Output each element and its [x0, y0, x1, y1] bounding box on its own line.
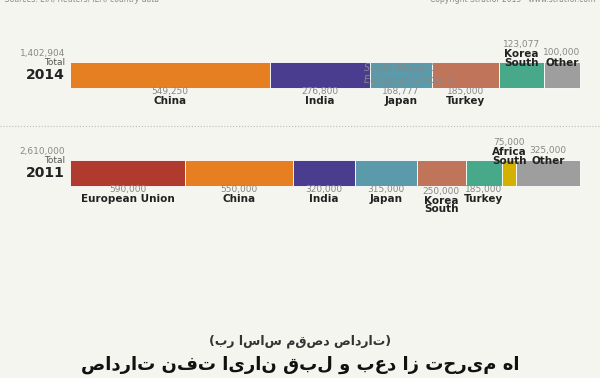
Bar [517, 160, 580, 186]
Bar [269, 62, 370, 88]
Bar [431, 62, 499, 88]
Text: 1,402,904: 1,402,904 [20, 49, 65, 58]
Text: Total: Total [44, 156, 65, 165]
Text: 250,000: 250,000 [423, 187, 460, 196]
Bar [466, 160, 502, 186]
Bar [544, 62, 580, 88]
Text: 75,000: 75,000 [493, 138, 525, 147]
Text: Total: Total [44, 58, 65, 67]
Text: European Union: 0: European Union: 0 [364, 75, 455, 85]
Text: Sources: EIA; Reuters; IEA; country data: Sources: EIA; Reuters; IEA; country data [5, 0, 159, 4]
Text: 123,077: 123,077 [503, 40, 540, 49]
Bar [370, 62, 431, 88]
Text: 315,000: 315,000 [367, 185, 404, 194]
Text: South: South [424, 204, 458, 214]
Text: Japan: Japan [370, 194, 403, 204]
Text: 590,000: 590,000 [109, 185, 146, 194]
Text: 185,000: 185,000 [446, 87, 484, 96]
Text: South Africa: 0: South Africa: 0 [364, 63, 436, 73]
Bar [417, 160, 466, 186]
Text: 168,777: 168,777 [382, 87, 419, 96]
Text: Copyright Stratfor 2015   www.stratfor.com: Copyright Stratfor 2015 www.stratfor.com [430, 0, 595, 4]
Bar [70, 62, 269, 88]
Text: Other: Other [545, 58, 578, 68]
Text: 320,000: 320,000 [305, 185, 343, 194]
Text: 550,000: 550,000 [220, 185, 257, 194]
Text: 100,000: 100,000 [543, 48, 580, 57]
Bar [293, 160, 355, 186]
Bar [502, 160, 517, 186]
Text: China: China [153, 96, 187, 106]
Text: 2014: 2014 [26, 68, 65, 82]
Bar [185, 160, 293, 186]
Text: Turkey: Turkey [464, 194, 503, 204]
Text: 325,000: 325,000 [530, 146, 567, 155]
Text: South: South [492, 156, 526, 166]
Text: 549,250: 549,250 [151, 87, 188, 96]
Text: Other: Other [532, 156, 565, 166]
Text: صادرات نفت ایران قبل و بعد از تحریم ها: صادرات نفت ایران قبل و بعد از تحریم ها [81, 356, 519, 374]
Text: Japan: Japan [385, 96, 418, 106]
Text: European Union: European Union [81, 194, 175, 204]
Bar [70, 160, 185, 186]
Bar [499, 62, 544, 88]
Text: China: China [223, 194, 256, 204]
Text: (بر اساس مقصد صادرات): (بر اساس مقصد صادرات) [209, 334, 391, 347]
Text: 2011: 2011 [26, 166, 65, 180]
Text: 185,000: 185,000 [465, 185, 502, 194]
Text: South: South [504, 58, 539, 68]
Text: Korea: Korea [424, 196, 458, 206]
Text: 276,800: 276,800 [301, 87, 338, 96]
Text: 2,610,000: 2,610,000 [19, 147, 65, 156]
Text: India: India [309, 194, 339, 204]
Text: Korea: Korea [504, 49, 539, 59]
Text: Africa: Africa [492, 147, 527, 157]
Text: Turkey: Turkey [446, 96, 485, 106]
Text: India: India [305, 96, 335, 106]
Bar [355, 160, 417, 186]
